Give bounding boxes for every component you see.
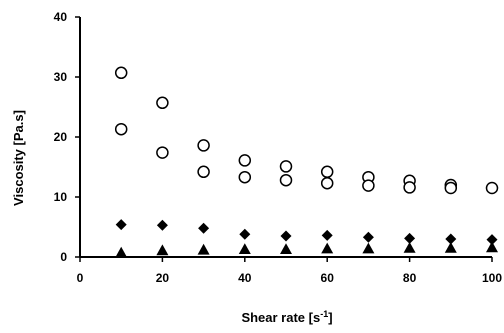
filled-diamond-point [115,219,127,231]
y-axis-title: Viscosity [Pa.s] [11,110,26,206]
open-circle-point [156,146,169,159]
x-tick-label: 0 [77,271,84,285]
filled-triangle-point [444,242,457,253]
y-tick-label: 0 [60,250,67,264]
open-circle-point [362,179,375,192]
open-circle-point [320,176,334,190]
ticks: 0 20 40 60 80 100 0 10 20 30 40 [54,10,503,285]
filled-triangle-point [156,244,169,256]
filled-triangle-point [321,242,334,254]
open-circle-point [403,181,416,194]
filled-diamond-point [362,231,374,243]
filled-triangle-point [280,243,292,254]
filled-triangle-point [486,241,498,253]
axes [79,17,492,258]
y-tick-label: 10 [54,190,68,204]
filled-triangle-point [403,242,416,253]
y-tick-label: 30 [54,70,68,84]
open-circle-point [279,173,293,187]
open-circle-point [156,96,169,110]
x-tick-label: 40 [238,271,252,285]
x-axis-title: Shear rate [s-1] [241,309,332,325]
filled-triangle-point [115,246,128,258]
open-circle-point [238,170,252,184]
open-circle-point [197,165,210,179]
x-axis-title-text: Shear rate [s [241,310,320,325]
filled-diamond-point [404,232,416,244]
x-axis-title-exponent: -1 [320,309,328,319]
open-circle-point [197,139,210,152]
filled-diamond-point [321,229,333,241]
x-tick-label: 100 [482,271,502,285]
filled-diamond-point [198,222,210,234]
data-points [114,66,499,258]
y-tick-label: 40 [54,10,68,24]
filled-diamond-point [156,219,168,231]
x-tick-label: 80 [403,271,417,285]
x-tick-label: 20 [156,271,170,285]
open-circle-point [485,181,499,195]
open-circle-point [238,154,252,167]
y-tick-label: 20 [54,130,68,144]
open-circle-point [444,181,458,195]
filled-diamond-point [445,233,457,245]
open-circle-point [114,66,128,80]
filled-triangle-point [362,242,375,254]
x-tick-label: 60 [321,271,335,285]
filled-diamond-point [280,230,292,242]
filled-triangle-point [197,243,210,255]
filled-diamond-point [239,228,251,240]
open-circle-point [320,165,334,179]
filled-diamond-point [486,234,498,246]
open-circle-point [279,160,293,173]
filled-triangle-point [238,243,251,254]
open-circle-point [114,122,128,136]
x-axis-title-suffix: ] [328,310,332,325]
